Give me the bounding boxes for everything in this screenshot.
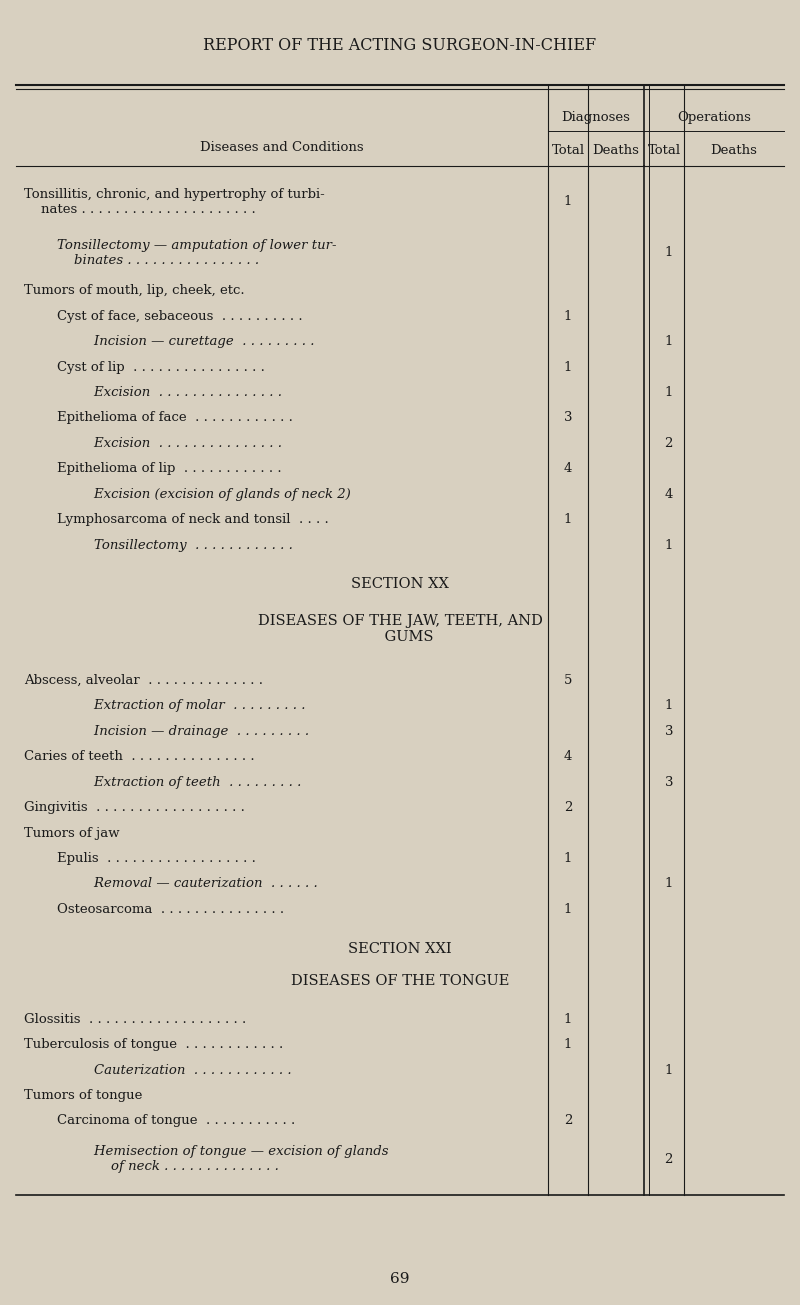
Text: Cyst of face, sebaceous  . . . . . . . . . .: Cyst of face, sebaceous . . . . . . . . … xyxy=(40,309,302,322)
Text: Tumors of tongue: Tumors of tongue xyxy=(24,1088,142,1101)
Text: Diseases and Conditions: Diseases and Conditions xyxy=(200,141,364,154)
Text: 4: 4 xyxy=(564,750,572,763)
Text: Diagnoses: Diagnoses xyxy=(562,111,630,124)
Text: Epulis  . . . . . . . . . . . . . . . . . .: Epulis . . . . . . . . . . . . . . . . .… xyxy=(40,852,256,865)
Text: Excision  . . . . . . . . . . . . . . .: Excision . . . . . . . . . . . . . . . xyxy=(60,437,282,450)
Text: 1: 1 xyxy=(564,852,572,865)
Text: Incision — curettage  . . . . . . . . .: Incision — curettage . . . . . . . . . xyxy=(60,335,314,348)
Text: 4: 4 xyxy=(665,488,673,501)
Text: 1: 1 xyxy=(665,877,673,890)
Text: SECTION XX: SECTION XX xyxy=(351,577,449,591)
Text: Epithelioma of lip  . . . . . . . . . . . .: Epithelioma of lip . . . . . . . . . . .… xyxy=(40,462,282,475)
Text: Tonsillectomy  . . . . . . . . . . . .: Tonsillectomy . . . . . . . . . . . . xyxy=(60,539,293,552)
Text: Abscess, alveolar  . . . . . . . . . . . . . .: Abscess, alveolar . . . . . . . . . . . … xyxy=(24,673,263,686)
Text: Cyst of lip  . . . . . . . . . . . . . . . .: Cyst of lip . . . . . . . . . . . . . . … xyxy=(40,360,265,373)
Text: 2: 2 xyxy=(564,801,572,814)
Text: 1: 1 xyxy=(665,539,673,552)
Text: Extraction of teeth  . . . . . . . . .: Extraction of teeth . . . . . . . . . xyxy=(60,775,302,788)
Text: Deaths: Deaths xyxy=(710,144,758,157)
Text: Excision  . . . . . . . . . . . . . . .: Excision . . . . . . . . . . . . . . . xyxy=(60,386,282,399)
Text: Deaths: Deaths xyxy=(593,144,639,157)
Text: Hemisection of tongue — excision of glands
            of neck . . . . . . . . .: Hemisection of tongue — excision of glan… xyxy=(60,1144,389,1173)
Text: 1: 1 xyxy=(564,1037,572,1051)
Text: SECTION XXI: SECTION XXI xyxy=(348,942,452,955)
Text: 1: 1 xyxy=(665,1064,673,1077)
Text: 4: 4 xyxy=(564,462,572,475)
Text: 2: 2 xyxy=(665,1152,673,1165)
Text: Tonsillitis, chronic, and hypertrophy of turbi-
    nates . . . . . . . . . . . : Tonsillitis, chronic, and hypertrophy of… xyxy=(24,188,325,215)
Text: Lymphosarcoma of neck and tonsil  . . . .: Lymphosarcoma of neck and tonsil . . . . xyxy=(40,513,329,526)
Text: 69: 69 xyxy=(390,1272,410,1285)
Text: Excision (excision of glands of neck 2): Excision (excision of glands of neck 2) xyxy=(60,488,350,501)
Text: 1: 1 xyxy=(665,386,673,399)
Text: 3: 3 xyxy=(665,724,673,737)
Text: Cauterization  . . . . . . . . . . . .: Cauterization . . . . . . . . . . . . xyxy=(60,1064,292,1077)
Text: Operations: Operations xyxy=(677,111,751,124)
Text: 2: 2 xyxy=(564,1114,572,1128)
Text: 1: 1 xyxy=(564,903,572,916)
Text: REPORT OF THE ACTING SURGEON-IN-CHIEF: REPORT OF THE ACTING SURGEON-IN-CHIEF xyxy=(203,37,597,55)
Text: 3: 3 xyxy=(564,411,572,424)
Text: Gingivitis  . . . . . . . . . . . . . . . . . .: Gingivitis . . . . . . . . . . . . . . .… xyxy=(24,801,245,814)
Text: Tumors of mouth, lip, cheek, etc.: Tumors of mouth, lip, cheek, etc. xyxy=(24,284,245,298)
Text: 5: 5 xyxy=(564,673,572,686)
Text: Osteosarcoma  . . . . . . . . . . . . . . .: Osteosarcoma . . . . . . . . . . . . . .… xyxy=(40,903,284,916)
Text: 1: 1 xyxy=(665,335,673,348)
Text: 1: 1 xyxy=(564,309,572,322)
Text: 2: 2 xyxy=(665,437,673,450)
Text: Epithelioma of face  . . . . . . . . . . . .: Epithelioma of face . . . . . . . . . . … xyxy=(40,411,293,424)
Text: Carcinoma of tongue  . . . . . . . . . . .: Carcinoma of tongue . . . . . . . . . . … xyxy=(40,1114,295,1128)
Text: 3: 3 xyxy=(665,775,673,788)
Text: DISEASES OF THE TONGUE: DISEASES OF THE TONGUE xyxy=(291,974,509,988)
Text: Tumors of jaw: Tumors of jaw xyxy=(24,826,120,839)
Text: Tuberculosis of tongue  . . . . . . . . . . . .: Tuberculosis of tongue . . . . . . . . .… xyxy=(24,1037,283,1051)
Text: Tonsillectomy — amputation of lower tur-
        binates . . . . . . . . . . . .: Tonsillectomy — amputation of lower tur-… xyxy=(40,239,337,266)
Text: Caries of teeth  . . . . . . . . . . . . . . .: Caries of teeth . . . . . . . . . . . . … xyxy=(24,750,254,763)
Text: 1: 1 xyxy=(564,1013,572,1026)
Text: 1: 1 xyxy=(564,360,572,373)
Text: Incision — drainage  . . . . . . . . .: Incision — drainage . . . . . . . . . xyxy=(60,724,309,737)
Text: Total: Total xyxy=(647,144,681,157)
Text: 1: 1 xyxy=(665,699,673,713)
Text: 1: 1 xyxy=(564,513,572,526)
Text: Glossitis  . . . . . . . . . . . . . . . . . . .: Glossitis . . . . . . . . . . . . . . . … xyxy=(24,1013,246,1026)
Text: Total: Total xyxy=(551,144,585,157)
Text: Extraction of molar  . . . . . . . . .: Extraction of molar . . . . . . . . . xyxy=(60,699,306,713)
Text: Removal — cauterization  . . . . . .: Removal — cauterization . . . . . . xyxy=(60,877,318,890)
Text: 1: 1 xyxy=(564,196,572,207)
Text: 1: 1 xyxy=(665,247,673,258)
Text: DISEASES OF THE JAW, TEETH, AND
    GUMS: DISEASES OF THE JAW, TEETH, AND GUMS xyxy=(258,615,542,645)
